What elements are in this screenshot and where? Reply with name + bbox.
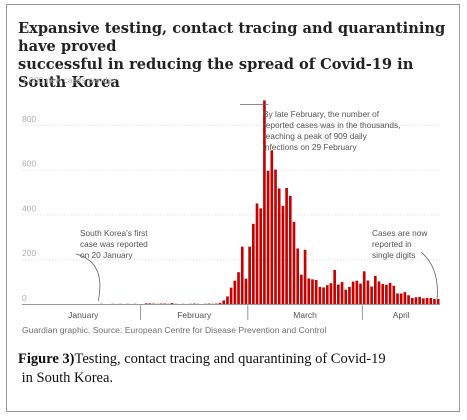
- bar: [218, 302, 222, 304]
- y-tick-label-200: 200: [22, 248, 36, 258]
- bar: [244, 278, 248, 304]
- bar: [388, 282, 392, 304]
- bar: [281, 205, 285, 304]
- bar: [288, 195, 292, 304]
- annotation-first-case-line: South Korea's first: [80, 228, 148, 238]
- bar: [144, 303, 148, 304]
- annotation-peak-line: infections on 29 February: [263, 142, 357, 152]
- bar: [240, 246, 244, 304]
- y-axis-label: 1,000 new cases per day: [22, 75, 117, 85]
- bar: [392, 285, 396, 304]
- bar: [292, 221, 296, 304]
- bar: [337, 284, 340, 304]
- figure-caption: Figure 3)Testing, contact tracing and qu…: [18, 350, 438, 388]
- bar: [366, 280, 370, 304]
- bar: [325, 285, 329, 304]
- bar: [170, 303, 174, 304]
- bar: [300, 274, 303, 304]
- source-note: Guardian graphic. Source: European Centr…: [22, 325, 327, 335]
- annotation-single-digits-line: reported in: [372, 239, 412, 249]
- bar: [274, 169, 277, 304]
- y-tick-label-400: 400: [22, 203, 36, 213]
- bar: [311, 279, 314, 304]
- bar: [373, 276, 377, 304]
- bar: [318, 286, 322, 304]
- y-tick-label-0: 0: [22, 293, 27, 303]
- x-tick-label-february: February: [177, 310, 212, 320]
- bar: [370, 286, 373, 304]
- bar: [233, 280, 237, 304]
- bar: [407, 295, 410, 304]
- bar: [222, 300, 226, 304]
- bar: [148, 303, 152, 304]
- annotation-single-digits-line: Cases are now: [372, 228, 428, 238]
- bar: [429, 297, 433, 304]
- bar: [359, 283, 362, 304]
- x-tick-label-march: March: [293, 310, 317, 320]
- bar: [362, 271, 366, 304]
- bar: [344, 289, 348, 304]
- bar: [381, 284, 385, 304]
- first-case-leader-line: [75, 253, 101, 302]
- bar: [322, 287, 325, 304]
- bar: [340, 282, 344, 304]
- single-digits-leader-line: [420, 251, 438, 301]
- bar: [351, 281, 355, 304]
- bar: [396, 293, 399, 304]
- bar: [348, 286, 351, 304]
- caption-label: Figure 3): [18, 351, 75, 367]
- caption-line-2: in South Korea.: [21, 370, 114, 386]
- bar: [259, 208, 263, 304]
- bar: [248, 246, 251, 304]
- bar: [229, 287, 233, 304]
- bar: [399, 293, 403, 304]
- bar: [307, 278, 311, 304]
- bar: [425, 297, 429, 304]
- bar: [329, 283, 333, 304]
- bar: [226, 296, 229, 304]
- bar: [333, 269, 336, 304]
- bar: [418, 296, 421, 304]
- bar: [436, 299, 440, 304]
- bar: [410, 297, 414, 304]
- title-line-1: Expansive testing, contact tracing and q…: [18, 20, 446, 55]
- bar: [263, 100, 266, 304]
- bar: [433, 299, 436, 304]
- annotation-peak-line: reaching a peak of 909 daily: [263, 131, 368, 141]
- bar: [277, 188, 281, 304]
- bar: [296, 248, 300, 304]
- y-tick-label-800: 800: [22, 114, 36, 124]
- annotation-peak-line: reported cases was in the thousands,: [263, 120, 400, 130]
- bar: [237, 272, 240, 304]
- bar: [270, 150, 274, 304]
- x-tick-label-april: April: [393, 310, 410, 320]
- annotation-peak-line: By late February, the number of: [263, 109, 380, 119]
- annotation-first-case-line: on 20 January: [80, 250, 133, 260]
- caption-line-1: Testing, contact tracing and quarantinin…: [74, 351, 386, 367]
- annotation-first-case-line: case was reported: [80, 239, 148, 249]
- bar: [355, 280, 359, 304]
- bar: [255, 203, 259, 304]
- bar: [266, 170, 270, 304]
- bar: [403, 292, 407, 304]
- bar: [414, 297, 418, 304]
- y-tick-label-600: 600: [22, 159, 36, 169]
- bar: [252, 223, 255, 304]
- chart-title: Expansive testing, contact tracing and q…: [18, 20, 448, 92]
- bar: [422, 298, 425, 304]
- title-line-2: successful in reducing the spread of Cov…: [18, 56, 414, 91]
- bar: [314, 280, 318, 304]
- figure-frame: [6, 4, 460, 412]
- bar: [385, 284, 388, 304]
- bar: [377, 281, 381, 304]
- annotation-single-digits-line: single digits: [372, 250, 415, 260]
- bar: [285, 187, 288, 304]
- x-tick-label-january: January: [68, 310, 99, 320]
- bar: [303, 249, 307, 304]
